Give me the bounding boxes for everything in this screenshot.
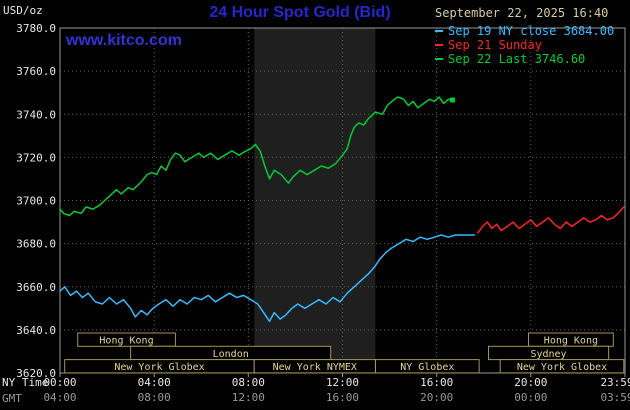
legend-label: Sep 21 Sunday [448, 38, 542, 52]
session-label: New York Globex [517, 362, 607, 373]
legend-dash-icon [435, 44, 443, 46]
legend: Sep 19 NY close 3684.00 Sep 21 Sunday Sep … [435, 24, 630, 66]
y-axis-tick-label: 3740.0 [16, 108, 56, 121]
series-line-sep19 [59, 234, 476, 323]
legend-label: Sep 19 NY close 3684.00 [448, 24, 615, 38]
gmt-tick-label: 03:59 [600, 391, 630, 404]
y-axis-tick-label: 3700.0 [16, 195, 56, 208]
session-label: New York NYMEX [273, 362, 357, 373]
session-label: Hong Kong [544, 336, 598, 347]
gmt-tick-label: 12:00 [232, 391, 265, 404]
kitco-watermark-link[interactable]: www.kitco.com [66, 32, 182, 49]
session-box [77, 332, 176, 347]
y-axis-tick-label: 3660.0 [16, 281, 56, 294]
legend-item-sep22: Sep 22 Last 3746.60 [435, 52, 630, 66]
ny-time-tick-label: 20:00 [514, 376, 547, 389]
legend-block: September 22, 2025 16:40 Sep 19 NY close… [435, 7, 630, 66]
session-label: NY Globex [400, 362, 454, 373]
ny-time-tick-label: 23:59 [600, 376, 630, 389]
session-label: Hong Kong [99, 336, 153, 347]
gmt-tick-label: 04:00 [43, 391, 76, 404]
y-axis-tick-label: 3620.0 [16, 367, 56, 380]
ny-time-tick-label: 04:00 [138, 376, 171, 389]
gmt-tick-label: 00:00 [514, 391, 547, 404]
units-label: USD/oz [3, 4, 43, 17]
series-line-sep21 [477, 206, 625, 234]
chart-title: 24 Hour Spot Gold (Bid) [209, 4, 391, 21]
chart-datetime: September 22, 2025 16:40 [435, 6, 609, 20]
session-label: New York Globex [114, 362, 204, 373]
series-line-sep22 [59, 96, 454, 217]
y-axis-tick-label: 3720.0 [16, 151, 56, 164]
y-axis-tick-label: 3680.0 [16, 238, 56, 251]
legend-item-sep21: Sep 21 Sunday [435, 38, 630, 52]
ny-time-axis-label: NY Time [2, 376, 49, 389]
ny-time-tick-label: 08:00 [232, 376, 265, 389]
legend-dash-icon [435, 30, 443, 32]
gmt-axis-label: GMT [2, 392, 22, 405]
ny-time-tick-label: 12:00 [326, 376, 359, 389]
session-label: London [213, 349, 249, 360]
y-axis-tick-label: 3760.0 [16, 65, 56, 78]
session-box [499, 359, 625, 374]
legend-label: Sep 22 Last 3746.60 [448, 52, 586, 66]
y-axis-tick-label: 3640.0 [16, 324, 56, 337]
last-price-marker-sep22 [449, 97, 455, 103]
gmt-tick-label: 20:00 [420, 391, 453, 404]
legend-dash-icon [435, 58, 443, 60]
nymex-session-band [254, 28, 376, 373]
y-axis-tick-label: 3780.0 [16, 22, 56, 35]
ny-time-tick-label: 00:00 [43, 376, 76, 389]
gmt-tick-label: 08:00 [138, 391, 171, 404]
legend-item-sep19: Sep 19 NY close 3684.00 [435, 24, 630, 38]
gmt-tick-label: 16:00 [326, 391, 359, 404]
session-box [375, 359, 480, 374]
session-label: Sydney [530, 349, 566, 360]
ny-time-tick-label: 16:00 [420, 376, 453, 389]
